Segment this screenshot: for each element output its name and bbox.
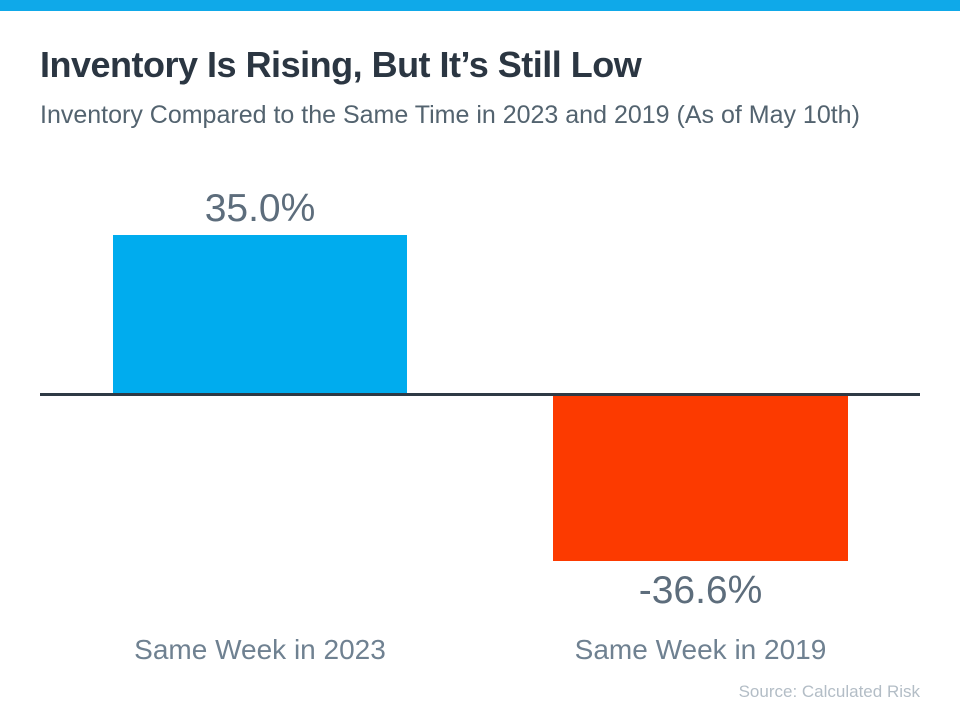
zero-baseline	[40, 393, 920, 396]
bar-2019	[553, 396, 848, 561]
source-credit: Source: Calculated Risk	[738, 682, 920, 701]
value-label-2023: 35.0%	[204, 187, 316, 230]
chart-subtitle: Inventory Compared to the Same Time in 2…	[40, 101, 860, 129]
chart-title: Inventory Is Rising, But It’s Still Low	[40, 44, 642, 85]
bar-2023	[113, 235, 407, 393]
top-accent-strip	[0, 0, 960, 11]
value-label-2019: -36.6%	[638, 569, 763, 612]
category-label-2019: Same Week in 2019	[574, 634, 827, 665]
category-label-2023: Same Week in 2023	[134, 634, 386, 665]
